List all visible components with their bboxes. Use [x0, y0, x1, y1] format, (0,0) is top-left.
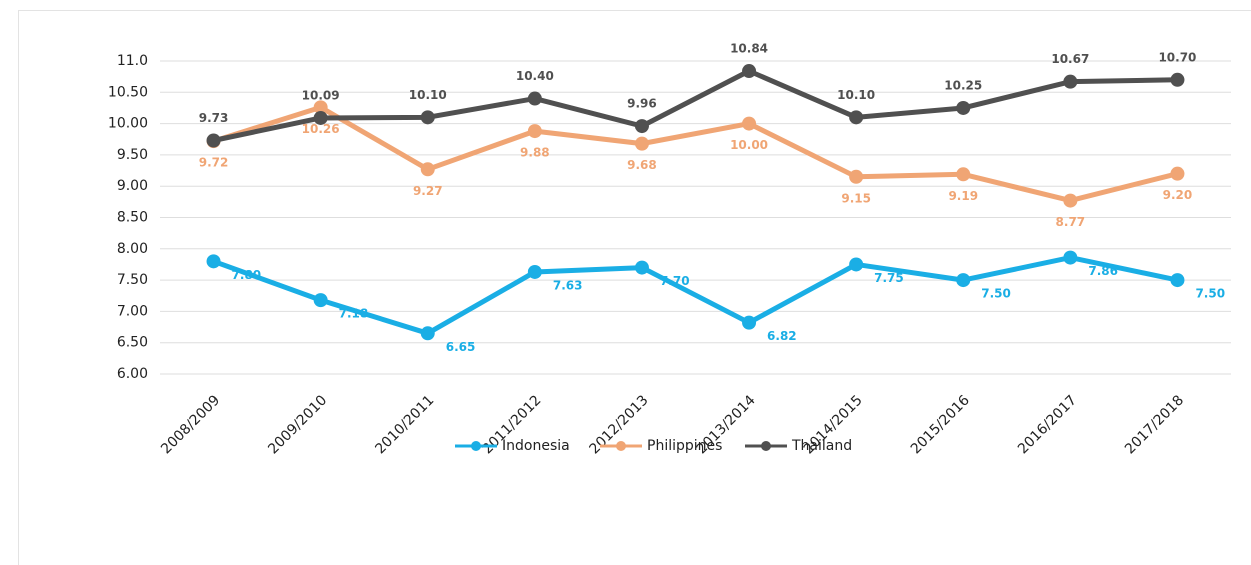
y-tick-label: 6.50 [117, 335, 148, 351]
y-tick-label: 6.00 [117, 366, 148, 382]
data-label: 9.20 [1163, 188, 1193, 202]
data-point [849, 110, 864, 125]
data-label: 9.15 [841, 191, 871, 205]
data-label: 10.25 [944, 78, 982, 92]
x-tick-label: 2009/2010 [265, 392, 330, 457]
series-line [212, 104, 1179, 204]
data-point [420, 326, 435, 341]
data-label: 10.10 [409, 88, 447, 102]
data-point [206, 133, 221, 148]
data-point [1170, 273, 1185, 288]
data-label: 6.82 [767, 329, 797, 343]
data-point [634, 260, 649, 275]
data-label: 7.18 [339, 307, 369, 321]
series-line [212, 255, 1178, 336]
data-point [849, 257, 864, 272]
legend-marker [761, 441, 771, 451]
y-tick-label: 10.00 [108, 116, 148, 132]
data-label: 7.50 [981, 287, 1011, 301]
data-label: 6.65 [446, 340, 476, 354]
data-label: 9.27 [413, 184, 443, 198]
legend-label: Philippines [647, 438, 722, 454]
data-point [1063, 250, 1078, 265]
data-label: 9.96 [627, 97, 657, 111]
data-point [420, 110, 435, 125]
y-tick-label: 8.50 [117, 210, 148, 226]
data-label: 7.50 [1195, 287, 1225, 301]
data-point [313, 293, 328, 308]
data-label: 7.70 [660, 274, 690, 288]
data-point [313, 100, 328, 115]
x-tick-label: 2010/2011 [372, 392, 437, 457]
data-point [849, 169, 864, 184]
data-point [1170, 72, 1185, 87]
data-label: 10.10 [837, 88, 875, 102]
data-label: 10.00 [730, 138, 768, 152]
legend-marker [616, 441, 626, 451]
y-tick-label: 8.00 [117, 241, 148, 257]
data-point [313, 110, 328, 125]
data-point [956, 273, 971, 288]
data-point [956, 100, 971, 115]
series-line [213, 68, 1178, 143]
data-label: 9.68 [627, 158, 657, 172]
data-label: 7.86 [1088, 264, 1118, 278]
data-label: 10.40 [516, 69, 554, 83]
x-tick-label: 2008/2009 [158, 392, 223, 457]
data-label: 10.09 [302, 88, 340, 102]
y-tick-label: 11.0 [117, 53, 148, 69]
y-tick-label: 7.00 [117, 303, 148, 319]
data-point [1170, 166, 1185, 181]
data-label: 10.70 [1158, 50, 1196, 64]
data-label: 7.63 [553, 278, 583, 292]
data-point [956, 167, 971, 182]
data-label: 10.67 [1051, 52, 1089, 66]
data-point [527, 91, 542, 106]
data-label: 10.84 [730, 42, 768, 56]
data-point [527, 264, 542, 279]
data-point [742, 315, 757, 330]
legend-label: Thailand [791, 438, 852, 454]
chart-frame [18, 10, 1251, 565]
x-tick-label: 2016/2017 [1015, 392, 1080, 457]
x-tick-label: 2015/2016 [908, 392, 973, 457]
data-point [634, 136, 649, 151]
data-point [420, 162, 435, 177]
legend-label: Indonesia [502, 438, 570, 454]
data-point [634, 119, 649, 134]
y-tick-label: 7.50 [117, 272, 148, 288]
data-point [1063, 74, 1078, 89]
y-tick-label: 10.50 [108, 84, 148, 100]
data-point [742, 64, 757, 79]
data-point [206, 254, 221, 269]
data-label: 8.77 [1056, 215, 1086, 229]
data-label: 7.75 [874, 271, 904, 285]
data-label: 10.26 [302, 122, 340, 136]
data-label: 9.73 [199, 111, 229, 125]
legend-marker [471, 441, 481, 451]
data-label: 9.19 [948, 189, 978, 203]
data-label: 9.72 [199, 156, 229, 170]
x-tick-label: 2017/2018 [1122, 392, 1187, 457]
data-label: 7.80 [232, 268, 262, 282]
data-point [527, 124, 542, 139]
data-label: 9.88 [520, 146, 550, 160]
y-tick-label: 9.50 [117, 147, 148, 163]
data-point [742, 116, 757, 131]
y-tick-label: 9.00 [117, 178, 148, 194]
data-point [1063, 193, 1078, 208]
